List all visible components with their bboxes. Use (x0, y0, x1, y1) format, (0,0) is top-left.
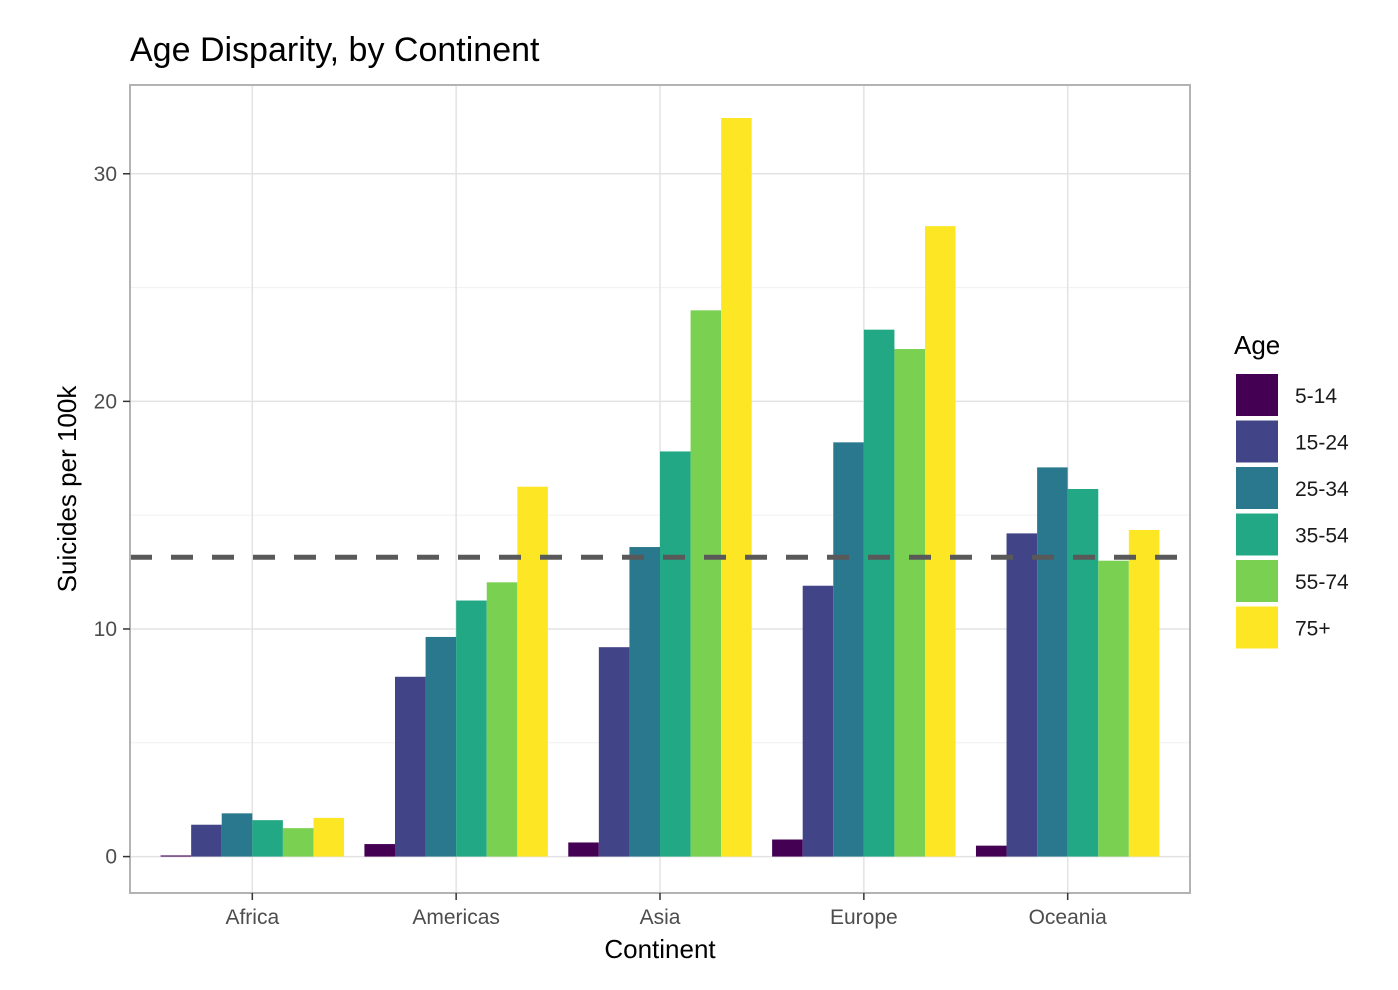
x-tick-label: Oceania (1029, 906, 1108, 929)
x-tick-label: Europe (830, 906, 898, 929)
bar (772, 839, 803, 857)
bar (221, 813, 253, 857)
bar (802, 585, 834, 857)
bar (925, 226, 956, 857)
y-tick-label: 20 (94, 390, 117, 413)
bar (364, 844, 395, 857)
bar (486, 582, 518, 857)
y-tick-label: 10 (94, 618, 117, 641)
legend-key (1236, 374, 1278, 416)
legend-items: 5-14 15-24 25-34 35-54 55-74 75+ (1236, 374, 1349, 649)
bar (191, 824, 222, 857)
bar (1067, 489, 1099, 857)
bar (252, 820, 283, 857)
y-tick-label: 0 (105, 846, 117, 869)
legend-key (1236, 420, 1278, 463)
legend-label: 35-54 (1295, 525, 1349, 548)
legend-label: 15-24 (1295, 432, 1349, 455)
legend-label: 5-14 (1295, 385, 1337, 408)
legend-key (1236, 606, 1278, 649)
legend-key (1236, 560, 1278, 602)
bar (690, 310, 722, 857)
y-axis-title: Suicides per 100k (52, 385, 82, 593)
bar (894, 349, 925, 857)
x-tick-label: Americas (412, 906, 500, 929)
bar (863, 329, 895, 857)
x-axis-ticks: Africa Americas Asia Europe Oceania (225, 893, 1107, 929)
bar (568, 842, 599, 857)
bar (395, 676, 426, 857)
legend-key (1236, 513, 1278, 556)
x-axis-title: Continent (604, 934, 716, 964)
legend-title: Age (1234, 330, 1280, 360)
legend: Age 5-14 15-24 25-34 35-54 55-74 75+ (1234, 330, 1349, 649)
bar (313, 817, 345, 857)
bar (660, 451, 691, 857)
legend-label: 25-34 (1295, 478, 1349, 501)
legend-label: 75+ (1295, 618, 1331, 641)
y-tick-label: 30 (94, 163, 117, 186)
bar (598, 647, 630, 857)
bar (517, 486, 548, 857)
x-tick-label: Africa (225, 906, 279, 929)
legend-key (1236, 467, 1278, 509)
bar (721, 118, 752, 857)
y-axis-ticks: 0 10 20 30 (94, 163, 130, 869)
chart-title: Age Disparity, by Continent (130, 31, 540, 69)
legend-label: 55-74 (1295, 571, 1349, 594)
bar (160, 855, 192, 857)
x-tick-label: Asia (640, 906, 681, 929)
bar (425, 636, 457, 857)
bar (282, 828, 314, 857)
bar (975, 845, 1007, 857)
bar (1128, 529, 1160, 857)
bars-layer (160, 118, 1160, 857)
bar (456, 600, 487, 857)
bar (1098, 560, 1129, 857)
bar (1037, 467, 1068, 857)
bar (629, 547, 660, 857)
bar (833, 442, 864, 857)
bar (1006, 533, 1038, 857)
